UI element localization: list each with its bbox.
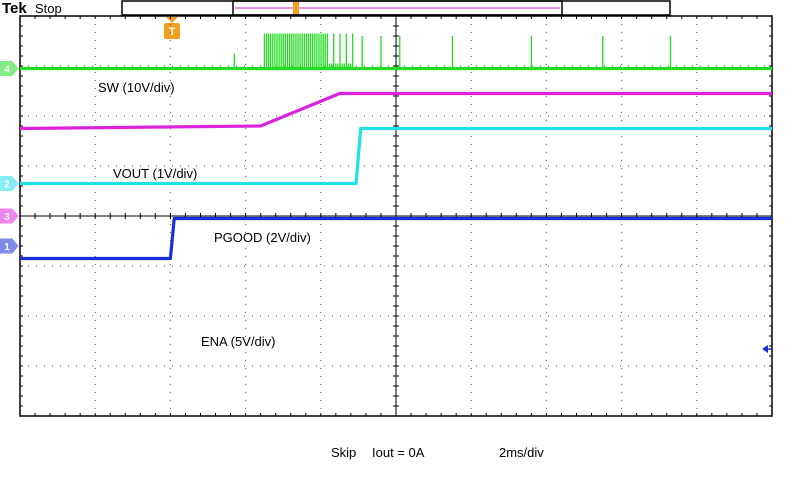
- channel-markers: 4 3 2 1: [0, 61, 19, 254]
- trace-1: [20, 33, 772, 71]
- channel-1-marker: 1: [0, 238, 19, 254]
- timebase: 2ms/div: [499, 445, 544, 460]
- traces: [19, 33, 772, 261]
- output-current: Iout = 0A: [372, 445, 425, 460]
- ena-trace-label: ENA (5V/div): [201, 334, 275, 349]
- graticule: [19, 15, 773, 417]
- trigger-position-marker: T: [164, 17, 180, 39]
- pgood-trace-label: PGOOD (2V/div): [214, 230, 311, 245]
- channel-4-marker: 4: [0, 61, 19, 76]
- trigger-level-arrow: [762, 345, 768, 353]
- record-trigger-marker: [293, 2, 299, 14]
- channel-number: 2: [4, 180, 10, 191]
- channel-number: 1: [4, 242, 10, 253]
- brand-label: Tek: [2, 0, 27, 17]
- channel-2-marker: 2: [0, 176, 19, 191]
- acquisition-mode: Skip: [331, 445, 356, 460]
- trigger-label: T: [169, 26, 176, 38]
- trace-line: [20, 126, 772, 186]
- channel-number: 3: [4, 212, 10, 223]
- trace-line: [19, 91, 772, 131]
- vout-trace-label: VOUT (1V/div): [113, 166, 197, 181]
- trace-3: [20, 126, 772, 186]
- acquisition-status: Stop: [35, 1, 62, 16]
- trace-line: [20, 216, 772, 261]
- sw-trace-label: SW (10V/div): [98, 80, 175, 95]
- switching-burst: [263, 33, 354, 69]
- channel-3-marker: 3: [0, 208, 19, 224]
- trace-2: [19, 91, 772, 131]
- trace-4: [20, 216, 772, 261]
- channel-number: 4: [4, 65, 10, 76]
- record-view-window: [232, 0, 563, 16]
